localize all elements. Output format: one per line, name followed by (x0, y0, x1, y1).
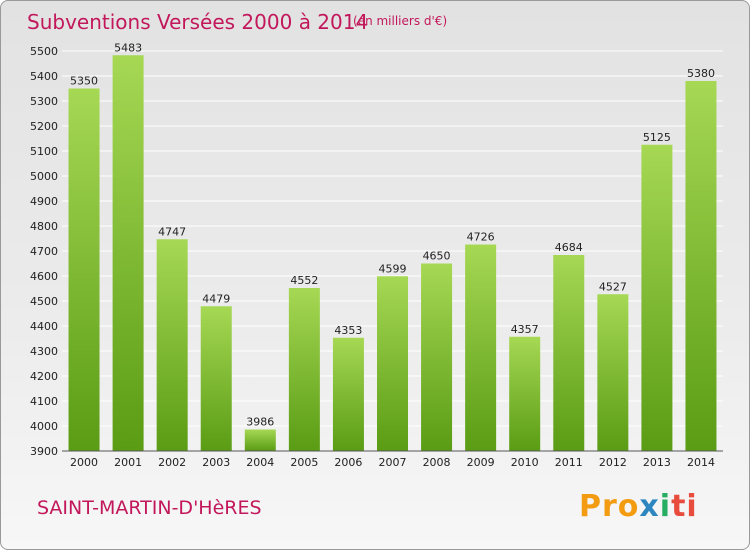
value-label-2003: 4479 (202, 292, 230, 305)
bar-2007 (377, 276, 408, 451)
y-tick-label: 4900 (30, 195, 58, 208)
y-tick-label: 4700 (30, 245, 58, 258)
value-label-2001: 5483 (114, 41, 142, 54)
x-tick-label-2006: 2006 (334, 456, 362, 469)
y-tick-label: 5300 (30, 95, 58, 108)
x-tick-label-2004: 2004 (246, 456, 274, 469)
bar-2000 (68, 88, 100, 451)
bar-2001 (112, 55, 144, 451)
bar-2002 (156, 239, 188, 451)
x-tick-label-2005: 2005 (290, 456, 318, 469)
x-tick-label-2012: 2012 (599, 456, 627, 469)
y-tick-label: 4800 (30, 220, 58, 233)
y-tick-label: 4200 (30, 370, 58, 383)
y-tick-label: 4300 (30, 345, 58, 358)
bar-2003 (200, 306, 232, 451)
bar-2004 (244, 429, 276, 451)
value-label-2011: 4684 (555, 241, 583, 254)
value-label-2002: 4747 (158, 225, 186, 238)
x-tick-label-2011: 2011 (555, 456, 583, 469)
proxiti-logo: Proxiti (579, 489, 698, 524)
chart-title: Subventions Versées 2000 à 2014 (27, 10, 369, 34)
value-label-2007: 4599 (379, 262, 407, 275)
value-label-2010: 4357 (511, 323, 539, 336)
city-name: SAINT-MARTIN-D'HèRES (37, 497, 262, 519)
x-tick-label-2003: 2003 (202, 456, 230, 469)
y-tick-label: 4600 (30, 270, 58, 283)
bar-2008 (421, 263, 453, 451)
chart-unit: (en milliers d'€) (353, 14, 448, 28)
y-tick-label: 4400 (30, 320, 58, 333)
x-tick-label-2000: 2000 (70, 456, 98, 469)
value-label-2000: 5350 (70, 75, 98, 88)
y-tick-label: 5400 (30, 70, 58, 83)
value-label-2009: 4726 (467, 231, 495, 244)
value-label-2006: 4353 (334, 324, 362, 337)
bar-2005 (288, 288, 320, 451)
value-label-2014: 5380 (687, 67, 715, 80)
bar-2009 (465, 244, 497, 451)
bar-2014 (685, 81, 717, 451)
x-tick-label-2007: 2007 (379, 456, 407, 469)
x-tick-label-2014: 2014 (687, 456, 715, 469)
bar-2011 (553, 255, 585, 451)
y-tick-label: 5000 (30, 170, 58, 183)
y-tick-label: 5100 (30, 145, 58, 158)
y-tick-label: 3900 (30, 445, 58, 458)
x-tick-label-2008: 2008 (423, 456, 451, 469)
y-tick-label: 5500 (30, 45, 58, 58)
y-tick-label: 5200 (30, 120, 58, 133)
x-tick-label-2002: 2002 (158, 456, 186, 469)
y-tick-label: 4000 (30, 420, 58, 433)
bar-2012 (597, 294, 629, 451)
x-tick-label-2010: 2010 (511, 456, 539, 469)
bar-2010 (509, 336, 541, 451)
value-label-2013: 5125 (643, 131, 671, 144)
y-tick-label: 4100 (30, 395, 58, 408)
bar-2006 (332, 337, 364, 451)
value-label-2004: 3986 (246, 416, 274, 429)
y-tick-label: 4500 (30, 295, 58, 308)
x-tick-label-2013: 2013 (643, 456, 671, 469)
value-label-2008: 4650 (423, 250, 451, 263)
bar-2013 (641, 144, 673, 451)
x-tick-label-2009: 2009 (467, 456, 495, 469)
value-label-2005: 4552 (290, 274, 318, 287)
x-tick-label-2001: 2001 (114, 456, 142, 469)
value-label-2012: 4527 (599, 280, 627, 293)
